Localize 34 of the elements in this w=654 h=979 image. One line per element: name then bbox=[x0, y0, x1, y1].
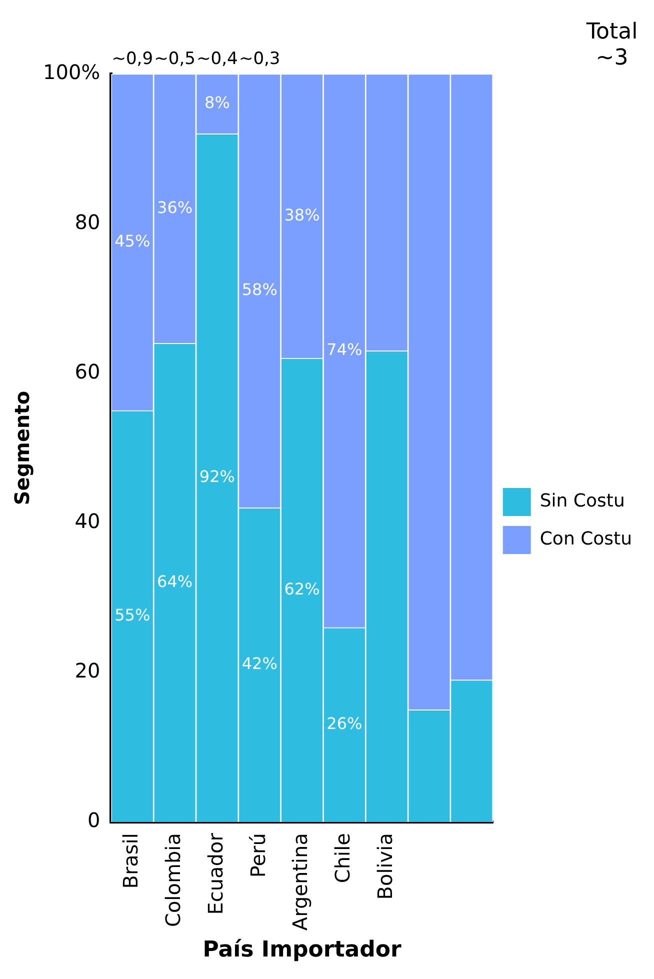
y-tick-label: 60 bbox=[74, 359, 100, 384]
x-tick-label: Perú bbox=[246, 833, 270, 878]
x-tick-label: Colombia bbox=[160, 833, 185, 928]
legend-label: Con Costu bbox=[540, 528, 632, 550]
text: ~0,3 bbox=[238, 48, 280, 69]
y-tick-label: 20 bbox=[74, 658, 100, 683]
data-label: 36% bbox=[157, 198, 193, 217]
y-tick-label: 40 bbox=[74, 509, 100, 534]
data-label: 62% bbox=[284, 579, 320, 598]
x-tick-label: Argentina bbox=[288, 833, 312, 931]
text: ~0,9 bbox=[112, 48, 154, 69]
data-label: 26% bbox=[326, 714, 362, 733]
x-tick-label: Bolivia bbox=[373, 833, 398, 900]
data-label: 38% bbox=[284, 205, 320, 224]
y-tick-label: 100% bbox=[42, 60, 100, 84]
data-label: 74% bbox=[326, 340, 362, 359]
x-tick-label: Brasil bbox=[118, 833, 143, 889]
y-tick-label: 80 bbox=[74, 210, 100, 234]
data-label: 45% bbox=[114, 231, 150, 250]
legend-label: Sin Costu bbox=[540, 490, 625, 512]
text: Total ~3 bbox=[585, 20, 638, 71]
x-tick-label: Chile bbox=[330, 833, 355, 884]
data-label: 92% bbox=[199, 467, 235, 486]
data-label: 42% bbox=[242, 654, 278, 674]
data-label: 58% bbox=[242, 280, 278, 300]
y-tick-label: 0 bbox=[87, 808, 100, 832]
x-tick-label: Ecuador bbox=[203, 832, 228, 915]
text: ~0,5 bbox=[154, 48, 196, 69]
x-axis-title: País Importador bbox=[202, 938, 402, 963]
text: ~0,4 bbox=[196, 48, 238, 69]
data-label: 8% bbox=[204, 93, 230, 112]
data-label: 64% bbox=[157, 572, 193, 591]
y-axis-title: Segmento bbox=[10, 390, 34, 506]
data-label: 55% bbox=[114, 605, 150, 624]
